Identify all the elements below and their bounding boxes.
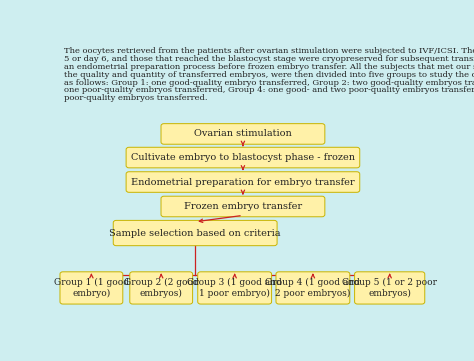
FancyBboxPatch shape — [60, 272, 123, 304]
Text: 5 or day 6, and those that reached the blastocyst stage were cryopreserved for s: 5 or day 6, and those that reached the b… — [64, 55, 474, 63]
Text: one poor-quality embryos transferred, Group 4: one good- and two poor-quality em: one poor-quality embryos transferred, Gr… — [64, 86, 474, 95]
Text: an endometrial preparation process before frozen embryo transfer. All the subjec: an endometrial preparation process befor… — [64, 63, 474, 71]
Text: Sample selection based on criteria: Sample selection based on criteria — [109, 229, 281, 238]
FancyBboxPatch shape — [130, 272, 192, 304]
FancyBboxPatch shape — [161, 124, 325, 144]
Text: Cultivate embryo to blastocyst phase - frozen: Cultivate embryo to blastocyst phase - f… — [131, 153, 355, 162]
FancyBboxPatch shape — [161, 196, 325, 217]
FancyBboxPatch shape — [126, 172, 360, 192]
Text: Ovarian stimulation: Ovarian stimulation — [194, 130, 292, 138]
FancyBboxPatch shape — [355, 272, 425, 304]
Text: Group 5 (1 or 2 poor
embryos): Group 5 (1 or 2 poor embryos) — [342, 278, 437, 298]
Text: the quality and quantity of transferred embryos, were then divided into five gro: the quality and quantity of transferred … — [64, 71, 474, 79]
FancyBboxPatch shape — [198, 272, 272, 304]
Text: The oocytes retrieved from the patients after ovarian stimulation were subjected: The oocytes retrieved from the patients … — [64, 48, 474, 56]
Text: Group 1 (1 good
embryo): Group 1 (1 good embryo) — [54, 278, 129, 298]
Text: Group 4 (1 good and
2 poor embryos): Group 4 (1 good and 2 poor embryos) — [265, 278, 360, 298]
Text: Group 2 (2 good
embryos): Group 2 (2 good embryos) — [124, 278, 199, 298]
Text: as follows: Group 1: one good-quality embryo transferred, Group 2: two good-qual: as follows: Group 1: one good-quality em… — [64, 79, 474, 87]
FancyBboxPatch shape — [113, 220, 277, 246]
Text: Frozen embryo transfer: Frozen embryo transfer — [184, 202, 302, 211]
FancyBboxPatch shape — [276, 272, 350, 304]
Text: poor-quality embryos transferred.: poor-quality embryos transferred. — [64, 94, 207, 102]
FancyBboxPatch shape — [126, 147, 360, 168]
Text: Endometrial preparation for embryo transfer: Endometrial preparation for embryo trans… — [131, 178, 355, 187]
Text: Group 3 (1 good and
1 poor embryo): Group 3 (1 good and 1 poor embryo) — [187, 278, 282, 298]
